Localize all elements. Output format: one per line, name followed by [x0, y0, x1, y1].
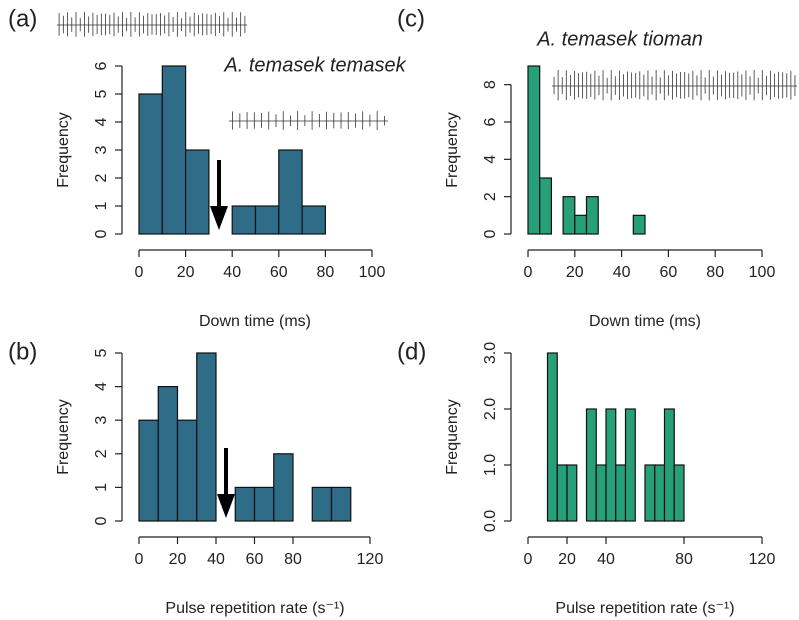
bar: [301, 205, 327, 235]
bar: [138, 419, 159, 522]
x-tick-label: 0: [135, 551, 144, 568]
x-tick-label: 20: [177, 264, 195, 281]
bar: [278, 149, 303, 235]
x-axis-label: Pulse repetition rate (s⁻¹): [165, 600, 344, 617]
bar: [157, 386, 179, 522]
y-axis-label: Frequency: [55, 112, 72, 188]
bar: [273, 453, 294, 522]
bar: [330, 486, 352, 522]
x-tick-label: 80: [706, 264, 724, 281]
x-tick-label: 60: [660, 264, 678, 281]
y-tick-label: 1.0: [482, 454, 499, 476]
x-tick-label: 40: [207, 551, 225, 568]
y-tick-label: 4: [482, 155, 499, 164]
panel-title: A. temasek tioman: [536, 28, 703, 50]
y-tick-label: 0: [93, 229, 110, 238]
x-tick-label: 120: [749, 551, 776, 568]
x-tick-label: 40: [613, 264, 631, 281]
bar: [632, 214, 646, 235]
y-tick-label: 0: [482, 229, 499, 238]
x-tick-label: 0: [135, 264, 144, 281]
y-tick-label: 0.0: [482, 510, 499, 532]
bar: [566, 464, 578, 522]
bar: [595, 464, 607, 522]
y-tick-label: 5: [93, 89, 110, 98]
x-tick-label: 40: [597, 551, 615, 568]
y-tick-label: 0: [93, 516, 110, 525]
bar: [539, 177, 553, 235]
y-tick-label: 3: [93, 416, 110, 425]
bar: [644, 464, 656, 522]
panel-label: (a): [8, 5, 37, 32]
bar: [138, 93, 163, 235]
bar: [605, 408, 617, 522]
x-tick-label: 20: [169, 551, 187, 568]
y-tick-label: 2: [93, 449, 110, 458]
x-axis-label: Pulse repetition rate (s⁻¹): [555, 600, 734, 617]
arrow: [210, 160, 228, 230]
y-tick-label: 3: [93, 145, 110, 154]
arrow: [217, 448, 235, 518]
bar: [624, 408, 636, 522]
y-tick-label: 4: [93, 382, 110, 391]
x-tick-label: 20: [558, 551, 576, 568]
y-tick-label: 4: [93, 117, 110, 126]
bar: [654, 464, 666, 522]
bar: [574, 214, 588, 235]
bar: [311, 486, 333, 522]
panel-label: (c): [397, 5, 425, 32]
bar: [185, 149, 210, 235]
x-tick-label: 80: [675, 551, 693, 568]
x-tick-label: 60: [270, 264, 288, 281]
y-tick-label: 1: [93, 201, 110, 210]
bar: [556, 464, 568, 522]
y-tick-label: 2.0: [482, 398, 499, 420]
bar: [562, 196, 576, 235]
y-tick-label: 2: [93, 173, 110, 182]
bar: [673, 464, 685, 522]
x-tick-label: 0: [524, 551, 533, 568]
bar: [585, 196, 599, 235]
x-axis-label: Down time (ms): [199, 313, 311, 330]
x-tick-label: 100: [749, 264, 776, 281]
bar: [546, 352, 558, 522]
x-tick-label: 80: [317, 264, 335, 281]
y-tick-label: 8: [482, 80, 499, 89]
y-tick-label: 5: [93, 348, 110, 357]
y-axis-label: Frequency: [444, 112, 461, 188]
bar: [527, 65, 541, 235]
bar: [663, 408, 675, 522]
bar: [161, 65, 187, 235]
x-tick-label: 60: [246, 551, 264, 568]
x-tick-label: 100: [359, 264, 386, 281]
x-tick-label: 0: [524, 264, 533, 281]
bar: [234, 486, 256, 522]
x-tick-label: 40: [223, 264, 241, 281]
panel-label: (d): [397, 338, 426, 365]
y-tick-label: 6: [93, 61, 110, 70]
panel-label: (b): [8, 338, 37, 365]
y-tick-label: 1: [93, 483, 110, 492]
y-tick-label: 3.0: [482, 342, 499, 364]
bar: [253, 486, 275, 522]
waveform-insets: [57, 12, 797, 130]
y-axis-label: Frequency: [55, 399, 72, 475]
bar: [254, 205, 280, 235]
y-tick-label: 6: [482, 117, 499, 126]
y-axis-label: Frequency: [444, 399, 461, 475]
bar: [196, 352, 217, 522]
x-axis-label: Down time (ms): [589, 313, 701, 330]
y-tick-label: 2: [482, 192, 499, 201]
x-tick-label: 120: [357, 551, 384, 568]
x-tick-label: 20: [566, 264, 584, 281]
bar: [615, 464, 627, 522]
bar: [176, 419, 198, 522]
bar: [585, 408, 597, 522]
bar: [231, 205, 257, 235]
x-tick-label: 80: [284, 551, 302, 568]
panel-title: A. temasek temasek: [223, 54, 406, 76]
